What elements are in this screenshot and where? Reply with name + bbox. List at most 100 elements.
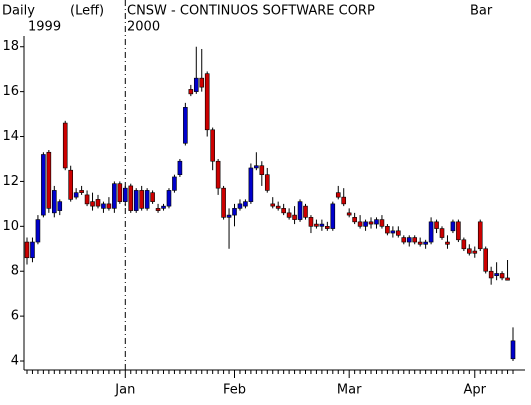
y-tick-label: 6 <box>11 309 19 324</box>
candle-body <box>292 214 297 220</box>
candle-body <box>314 223 319 227</box>
candle-body <box>423 241 428 245</box>
candle-body <box>95 199 101 207</box>
candle-body <box>275 205 281 209</box>
candle-body <box>406 237 412 243</box>
candle-body <box>112 183 117 209</box>
candle-body <box>177 160 183 175</box>
candle-body <box>264 174 270 191</box>
x-tick-label: Mar <box>337 383 362 398</box>
candle-body <box>57 201 63 211</box>
candle-body <box>428 221 434 243</box>
candle-body <box>122 187 128 202</box>
candle-body <box>286 212 292 218</box>
y-tick-label: 12 <box>2 174 19 189</box>
candle-body <box>155 208 161 211</box>
candle-body <box>477 221 483 250</box>
x-tick-label: Feb <box>223 383 246 398</box>
candle-body <box>204 73 210 131</box>
candle-body <box>30 241 35 259</box>
candle-body <box>303 205 308 218</box>
candle-body <box>499 273 505 279</box>
year-label: 1999 <box>28 20 61 35</box>
chart-title: CNSW - CONTINUOS SOFTWARE CORP <box>127 4 375 19</box>
candle-body <box>439 228 445 238</box>
candle-body <box>308 217 314 227</box>
candle-body <box>210 129 215 162</box>
candle-body <box>325 226 330 229</box>
candle-body <box>385 226 390 234</box>
candle-body <box>368 221 374 225</box>
candle-body <box>215 160 221 189</box>
candle-body <box>117 183 123 202</box>
y-tick-label: 14 <box>2 129 19 144</box>
y-tick-label: 18 <box>2 39 19 54</box>
candle-body <box>128 185 134 211</box>
candle-body <box>144 190 150 209</box>
year-label: 2000 <box>127 20 160 35</box>
candle-body <box>319 223 325 227</box>
candle-body <box>221 187 226 218</box>
candle-body <box>456 221 461 241</box>
candle-body <box>390 230 396 234</box>
candle-body <box>417 241 423 245</box>
candle-body <box>341 196 347 205</box>
y-tick-label: 4 <box>11 354 19 369</box>
candle-body <box>199 77 205 88</box>
candle-body <box>396 230 401 236</box>
candle-body <box>35 219 41 243</box>
candle-body <box>183 107 188 144</box>
candle-body <box>243 201 248 207</box>
candle-body <box>248 167 254 202</box>
candle-body <box>24 241 30 259</box>
candle-body <box>101 203 106 209</box>
candle-body <box>357 221 363 227</box>
candle-body <box>84 194 90 205</box>
candle-body <box>68 169 73 200</box>
y-tick-label: 10 <box>2 219 19 234</box>
scale-note: (Leff) <box>70 4 104 19</box>
candle-body <box>62 122 68 169</box>
candle-body <box>434 221 439 229</box>
candle-body <box>483 248 488 272</box>
candle-body <box>461 239 467 250</box>
candle-body <box>73 192 79 198</box>
period: Daily <box>2 4 35 19</box>
x-tick-label: Apr <box>464 383 487 398</box>
candle-body <box>254 165 259 169</box>
candle-body <box>139 190 144 209</box>
candle-body <box>412 237 418 243</box>
candle-body <box>52 190 57 214</box>
candle-body <box>346 212 352 216</box>
candle-body <box>46 151 52 209</box>
candle-body <box>237 203 243 209</box>
candle-body <box>133 190 139 211</box>
candle-body <box>226 214 232 218</box>
candle-body <box>188 89 194 95</box>
candle-body <box>510 340 516 360</box>
candle-body <box>401 237 407 243</box>
candle-body <box>90 201 95 207</box>
candle-body <box>161 205 166 209</box>
candle-body <box>330 203 336 229</box>
candle-body <box>41 154 46 216</box>
candle-body <box>335 192 341 198</box>
candle-body <box>379 219 385 227</box>
y-tick-label: 16 <box>2 84 19 99</box>
y-tick-label: 8 <box>11 264 19 279</box>
candle-body <box>150 192 155 202</box>
candle-body <box>106 203 112 209</box>
candle-body <box>79 190 84 193</box>
candle-body <box>445 241 450 245</box>
candle-body <box>494 273 499 277</box>
candle-body <box>488 270 494 279</box>
candle-body <box>352 217 357 223</box>
candle-body <box>270 203 276 207</box>
candle-body <box>374 219 379 225</box>
x-tick-label: Jan <box>114 383 135 398</box>
candle-body <box>193 77 199 92</box>
candle-body <box>166 190 172 207</box>
candle-body <box>363 221 368 227</box>
